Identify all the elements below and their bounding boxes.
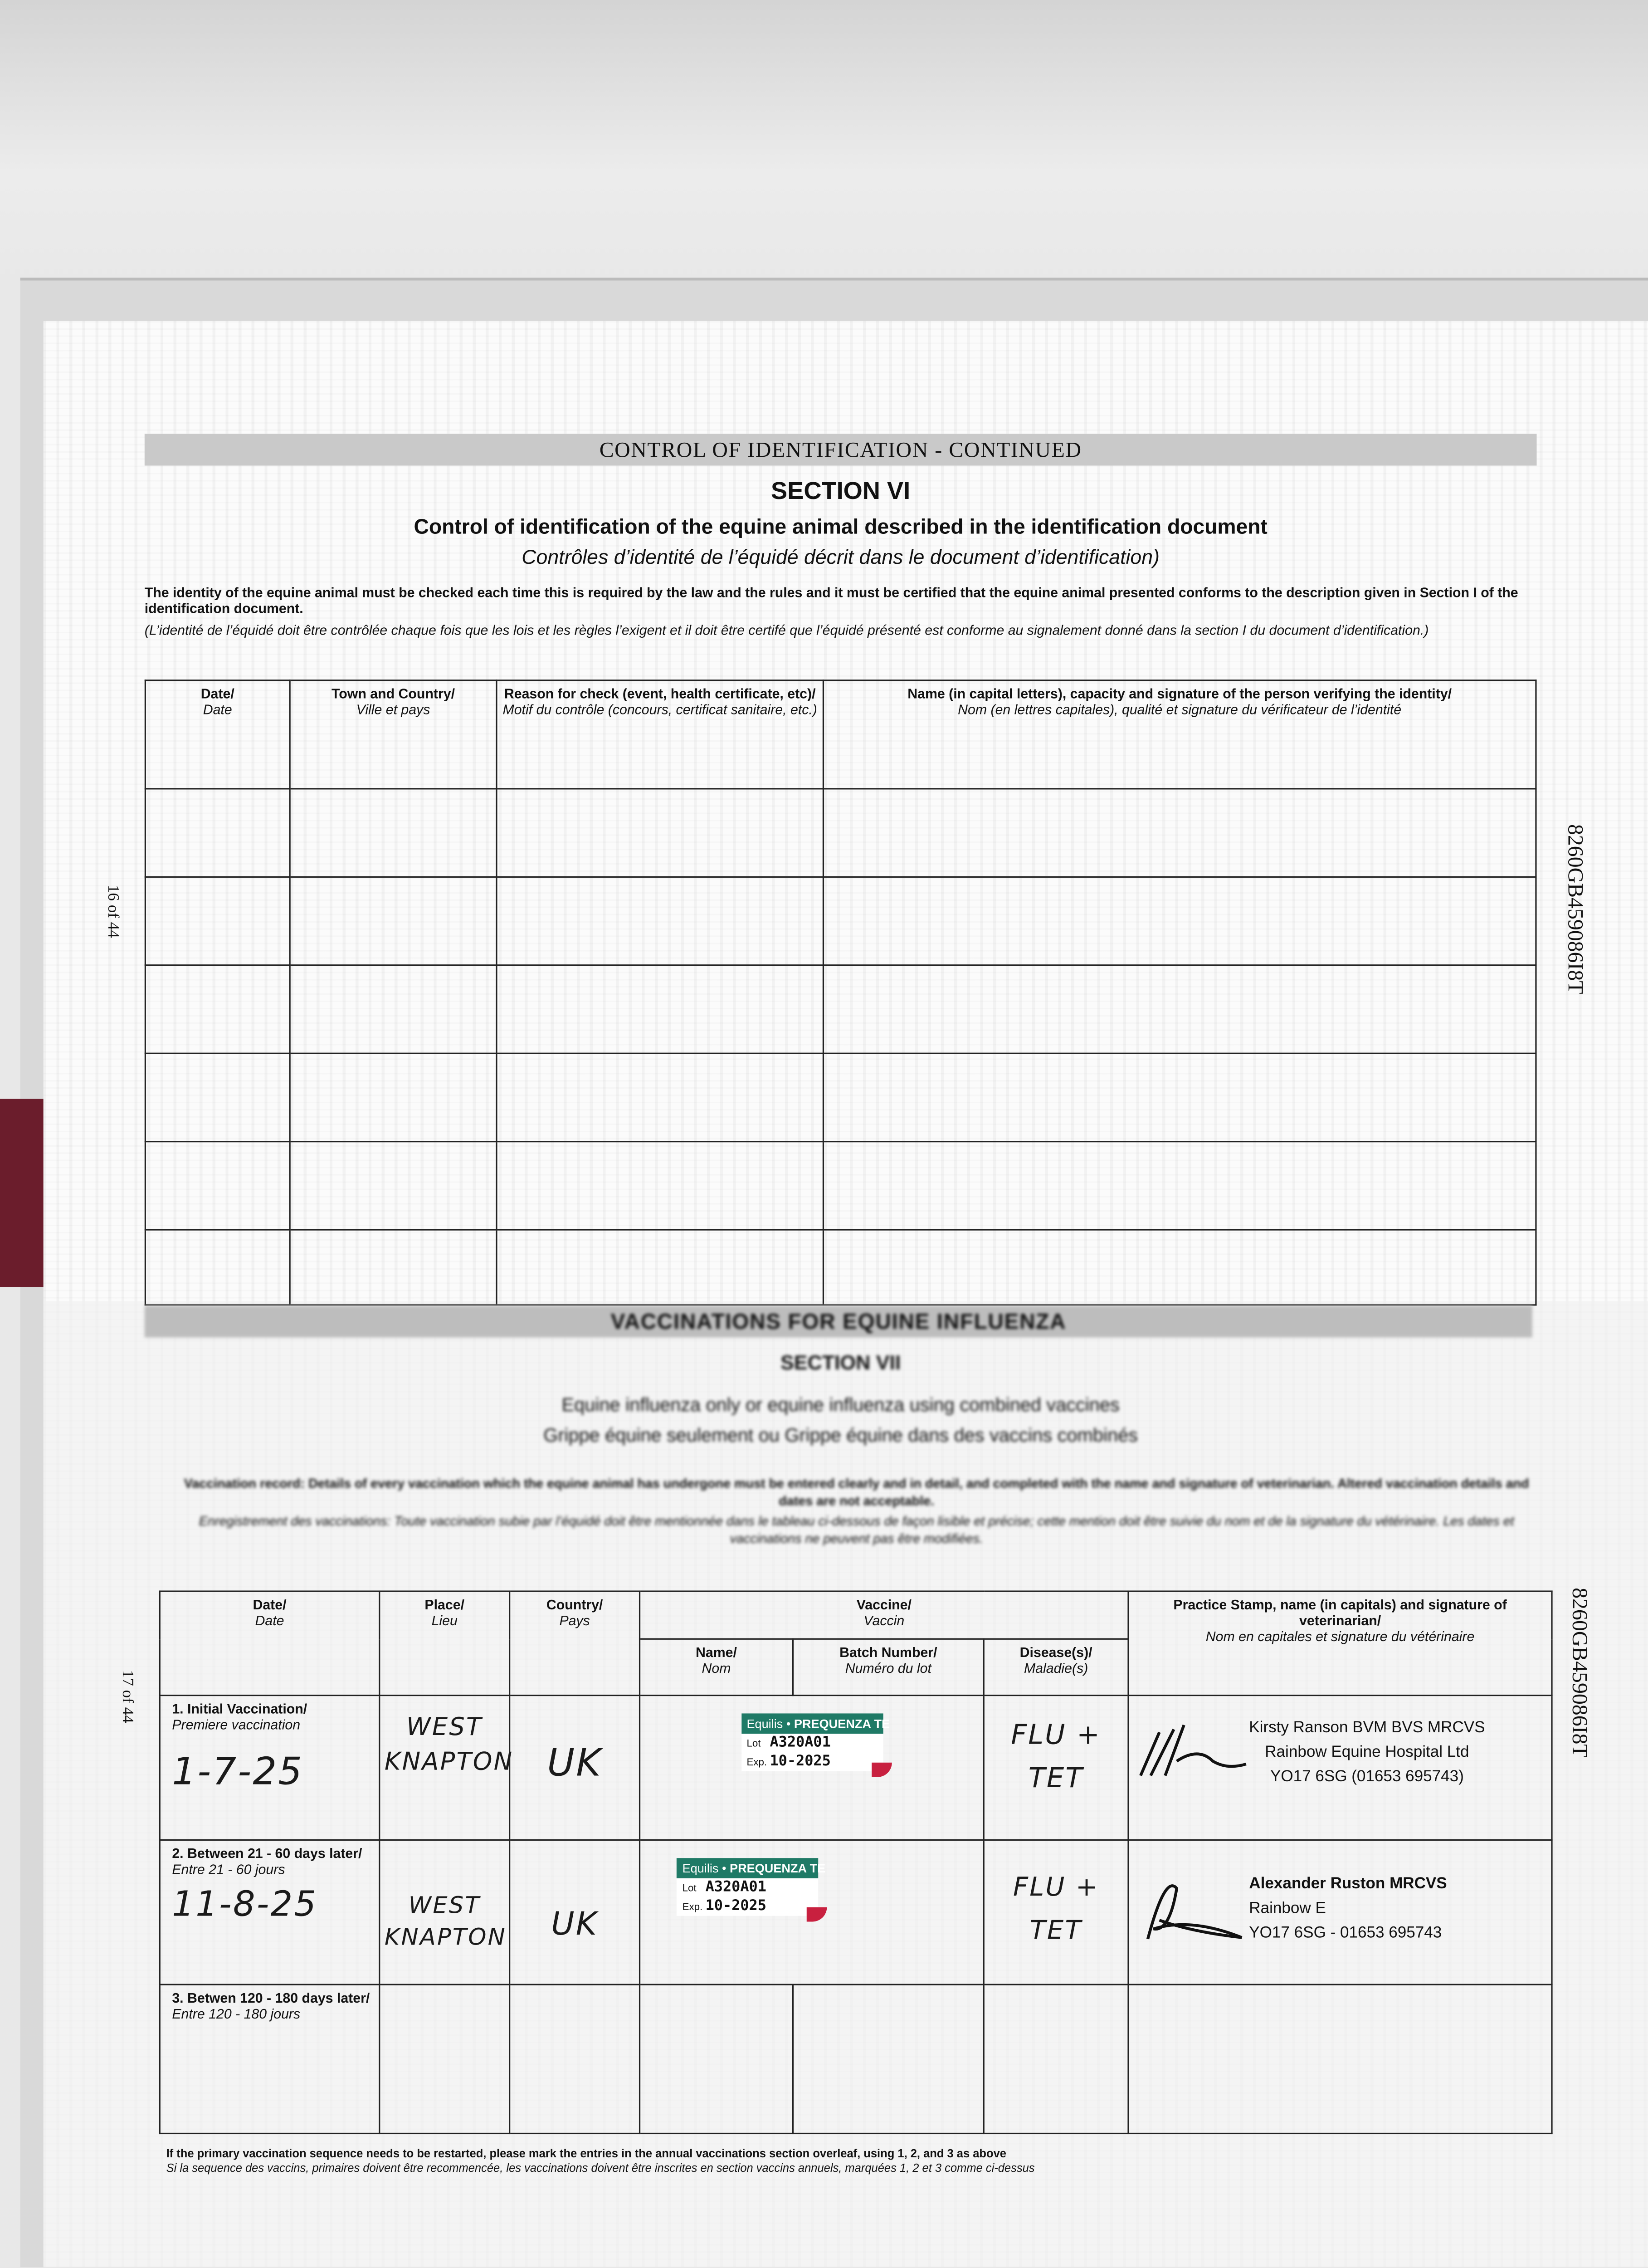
page-subtitle: Contrôles d’identité de l’équidé décrit … (522, 545, 1160, 568)
col-town-country: Town and Country/Ville et pays (289, 679, 497, 790)
handwritten-date: 11-8-25 (172, 1884, 318, 1925)
passport-number: 8260GB459086I8T (1562, 824, 1586, 994)
place-cell: WEST KNAPTON (379, 1839, 511, 1985)
place-cell: WEST KNAPTON (379, 1694, 512, 1841)
vaccination-row-1: 1. Initial Vaccination/Premiere vaccinat… (159, 1694, 1553, 1841)
vet-stamp-cell: Alexander Ruston MRCVS Rainbow E YO17 6SG … (1127, 1839, 1553, 1985)
row-label-cell: 3. Betwen 120 - 180 days later/Entre 120… (159, 1984, 380, 2135)
disease-cell: FLU + TET (983, 1694, 1129, 1841)
table-row (144, 788, 1537, 878)
page-title: Equine influenza only or equine influenz… (561, 1393, 1120, 1416)
section-band-title: VACCINATIONS FOR EQUINE INFLUENZA (144, 1305, 1532, 1338)
vaccination-row-2: 2. Between 21 - 60 days later/Entre 21 -… (159, 1839, 1553, 1985)
col-batch-number: Batch Number/Numéro du lot (792, 1638, 985, 1696)
col-date: Date/Date (159, 1590, 380, 1696)
footer-note-fr: Si la sequence des vaccins, primaires do… (166, 2161, 1035, 2175)
instructions-en: Vaccination record: Details of every vac… (184, 1476, 1529, 1508)
instructions-fr: (L’identité de l’équidé doit être contrô… (144, 623, 1429, 639)
col-place: Place/Lieu (379, 1590, 511, 1696)
vet-signature (1139, 1724, 1247, 1776)
section-band-title: CONTROL OF IDENTIFICATION - CONTINUED (144, 434, 1537, 466)
col-date: Date/Date (144, 679, 291, 790)
page-title: Control of identification of the equine … (414, 516, 1268, 540)
instructions-fr: Enregistrement des vaccinations: Toute v… (199, 1514, 1514, 1546)
page-number: 16 of 44 (104, 885, 122, 938)
vet-stamp-cell: Kirsty Ranson BVM BVS MRCVS Rainbow Equin… (1127, 1694, 1553, 1841)
col-vaccine-name: Name/Nom (639, 1638, 794, 1696)
col-diseases: Disease(s)/Maladie(s) (983, 1638, 1129, 1696)
instructions-en: The identity of the equine animal must b… (144, 586, 1518, 618)
col-practice-stamp: Practice Stamp, name (in capitals) and s… (1127, 1590, 1553, 1696)
row-label-cell: 2. Between 21 - 60 days later/Entre 21 -… (159, 1839, 380, 1985)
vaccination-row-3: 3. Betwen 120 - 180 days later/Entre 120… (159, 1984, 1553, 2135)
section-number: SECTION VII (780, 1350, 901, 1374)
vet-signature (1146, 1883, 1243, 1939)
vet-stamp: Kirsty Ranson BVM BVS MRCVS Rainbow Equin… (1249, 1719, 1485, 1786)
col-country: Country/Pays (509, 1590, 641, 1696)
col-reason: Reason for check (event, health certific… (496, 679, 824, 790)
table-row (144, 1052, 1537, 1143)
page-number: 17 of 44 (118, 1670, 136, 1723)
section-number: SECTION VI (771, 477, 911, 505)
page-subtitle: Grippe équine seulement ou Grippe équine… (543, 1424, 1138, 1446)
row-label-cell: 1. Initial Vaccination/Premiere vaccinat… (159, 1694, 380, 1841)
table-row (144, 876, 1537, 966)
vet-stamp: Alexander Ruston MRCVS Rainbow E YO17 6SG … (1249, 1875, 1447, 1942)
country-cell: UK (509, 1839, 641, 1985)
table-row (144, 1141, 1537, 1231)
col-vaccine: Vaccine/Vaccin (639, 1590, 1129, 1640)
identification-check-table: Date/Date Town and Country/Ville et pays… (144, 679, 1537, 1306)
vaccine-label-sticker: Equilis • PREQUENZA TE Lot A320A01 Exp. 10… (639, 1839, 985, 1985)
vaccine-label-sticker: Equilis • PREQUENZA TE Lot A320A01 Exp. 10… (639, 1694, 985, 1841)
country-cell: UK (509, 1694, 641, 1841)
handwritten-date: 1-7-25 (172, 1751, 304, 1794)
col-verifier: Name (in capital letters), capacity and … (822, 679, 1537, 790)
table-row (144, 964, 1537, 1054)
table-row (144, 1229, 1537, 1306)
passport-number: 8260GB459086I8T (1567, 1588, 1590, 1758)
vaccination-table: Date/Date Place/Lieu Country/Pays Vaccin… (159, 1590, 1553, 2135)
disease-cell: FLU + TET (983, 1839, 1129, 1985)
footer-note-en: If the primary vaccination sequence need… (166, 2147, 1006, 2160)
